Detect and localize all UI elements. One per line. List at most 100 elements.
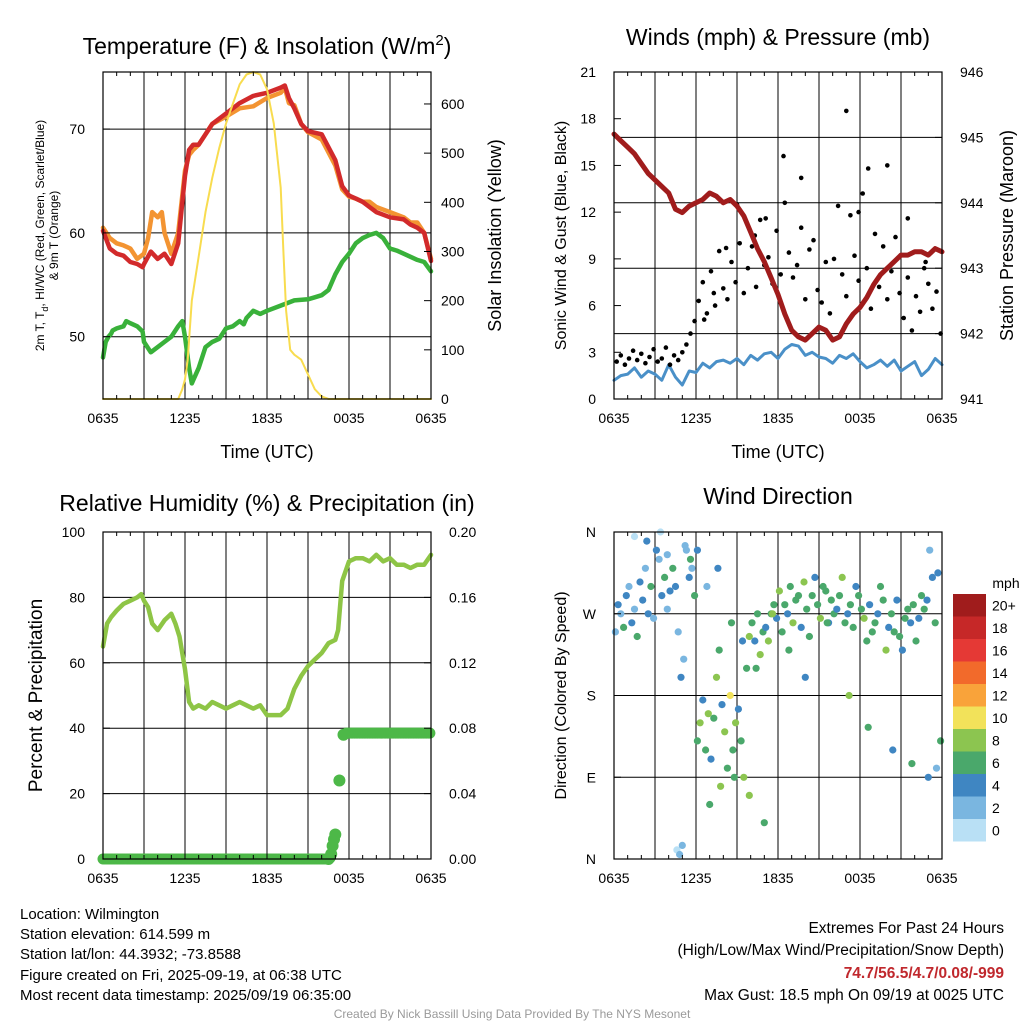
extremes-heading: Extremes For Past 24 Hours xyxy=(808,920,1004,937)
direction-point xyxy=(753,610,762,618)
gust-point xyxy=(778,272,783,277)
gust-point xyxy=(721,286,726,291)
gust-point xyxy=(618,353,624,358)
direction-point xyxy=(644,610,652,618)
direction-point xyxy=(718,701,726,709)
y2-tick-label: 0.00 xyxy=(449,851,476,867)
x-tick-label: 1835 xyxy=(762,410,793,426)
direction-point xyxy=(781,601,789,609)
direction-point xyxy=(743,664,751,672)
direction-point xyxy=(760,819,768,827)
direction-point xyxy=(734,705,743,713)
direction-point xyxy=(693,737,702,745)
direction-point xyxy=(874,610,882,618)
direction-point xyxy=(816,614,825,622)
gust-point xyxy=(798,175,804,181)
gust-point xyxy=(749,244,755,249)
recent-text: Most recent data timestamp: 2025/09/19 0… xyxy=(20,986,352,1004)
x-tick-label: 1835 xyxy=(251,870,282,886)
gust-point xyxy=(839,272,845,277)
direction-point xyxy=(909,601,917,609)
gust-point xyxy=(786,250,792,255)
direction-point xyxy=(727,619,736,627)
direction-point xyxy=(737,737,745,745)
legend-label: 8 xyxy=(992,732,1000,748)
direction-point xyxy=(917,592,926,600)
legend-label: 4 xyxy=(992,777,1000,793)
x-tick-label: 0035 xyxy=(333,410,364,426)
direction-point xyxy=(756,651,764,659)
gust-point xyxy=(823,259,829,265)
direction-point xyxy=(703,582,711,591)
legend-swatch xyxy=(953,796,986,819)
gust-point xyxy=(889,269,894,274)
gust-point xyxy=(651,346,656,352)
x-tick-label: 0635 xyxy=(598,410,629,426)
direction-point xyxy=(669,564,677,572)
direction-point xyxy=(887,610,896,618)
direction-point xyxy=(778,628,786,636)
y2-tick-label: 0.12 xyxy=(449,655,476,671)
direction-point xyxy=(912,637,920,645)
extremes-values: 74.7/56.5/4.7/0.08/-999 xyxy=(843,964,1004,982)
gust-point xyxy=(757,217,763,223)
y-tick-label: 40 xyxy=(69,720,85,736)
y-tick-label: N xyxy=(586,524,596,540)
gust-point xyxy=(680,350,685,355)
direction-point xyxy=(827,596,835,604)
direction-point xyxy=(860,614,868,622)
legend-label: 18 xyxy=(992,620,1008,636)
gust-point xyxy=(860,191,865,196)
direction-point xyxy=(885,623,893,632)
x-tick-label: 1235 xyxy=(169,870,200,886)
direction-point xyxy=(696,719,704,727)
direction-point xyxy=(920,605,928,613)
legend-swatch xyxy=(953,616,986,639)
gust-point xyxy=(880,244,886,249)
gust-point xyxy=(807,247,812,252)
direction-point xyxy=(924,773,932,781)
direction-point xyxy=(639,596,647,604)
direction-point xyxy=(801,673,809,681)
direction-point xyxy=(693,546,702,554)
gust-point xyxy=(852,253,857,258)
gust-point xyxy=(639,351,644,357)
y-axis-label: Percent & Precipitation xyxy=(26,599,47,792)
gust-point xyxy=(696,298,701,304)
gust-point xyxy=(763,216,768,221)
gust-point xyxy=(865,166,871,171)
x-tick-label: 0035 xyxy=(844,410,875,426)
direction-point xyxy=(864,723,872,731)
elevation-text: Station elevation: 614.599 m xyxy=(20,926,211,944)
y2-tick-label: 946 xyxy=(960,64,984,80)
direction-point xyxy=(714,564,722,572)
x-tick-label: 0635 xyxy=(415,870,446,886)
y2-tick-label: 0.20 xyxy=(449,524,476,540)
direction-point xyxy=(622,592,630,600)
y2-axis-label: Station Pressure (Maroon) xyxy=(997,130,1017,341)
direction-point xyxy=(748,619,756,627)
y-axis-label: 2m T, Td, HI/WC (Red, Green, Scarlet/Blu… xyxy=(33,120,61,351)
direction-point xyxy=(797,623,805,632)
y-axis-label: Sonic Wind & Gust (Blue, Black) xyxy=(553,121,570,350)
direction-point xyxy=(879,596,887,604)
gust-point xyxy=(923,259,928,265)
x-axis-label: Time (UTC) xyxy=(220,442,313,462)
extremes-panel: Extremes For Past 24 Hours (High/Low/Max… xyxy=(678,918,1005,1007)
direction-point xyxy=(663,551,671,559)
direction-point xyxy=(614,601,622,609)
direction-point xyxy=(931,619,939,627)
direction-point xyxy=(845,691,853,700)
y-tick-label: 12 xyxy=(580,204,596,220)
direction-point xyxy=(658,592,666,600)
direction-point xyxy=(890,628,898,636)
legend-swatch xyxy=(953,774,986,797)
direction-point xyxy=(636,578,644,586)
x-tick-label: 1835 xyxy=(251,410,282,426)
gust-point xyxy=(700,279,706,285)
direction-point xyxy=(889,746,897,754)
direction-point xyxy=(934,569,942,577)
direction-point xyxy=(768,610,777,618)
gust-point xyxy=(675,357,681,363)
direction-point xyxy=(688,564,696,572)
